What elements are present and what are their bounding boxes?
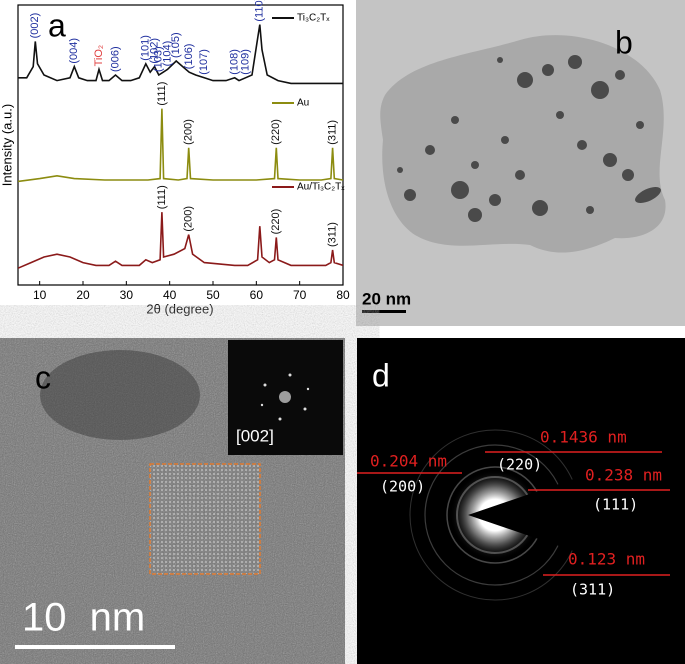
spectrum-line <box>18 212 343 269</box>
nanosheet <box>380 35 666 253</box>
plane-index: (220) <box>497 456 542 474</box>
panel-label: a <box>48 7 66 43</box>
y-axis-label: Intensity (a.u.) <box>0 104 14 186</box>
legend-label: Au <box>297 98 309 109</box>
inset-label: [002] <box>236 426 274 445</box>
scale-bar-label: 10 nm <box>22 596 145 640</box>
peak-label: (006) <box>109 46 121 72</box>
d-spacing: 0.238 nm <box>585 466 662 485</box>
spectrum-line <box>18 108 343 183</box>
dark-region <box>40 350 200 440</box>
peak-label: (103) <box>153 46 165 72</box>
peak-label: (111) <box>156 185 168 209</box>
peak-label: (107) <box>198 49 210 75</box>
peak-label: (104) <box>161 41 173 67</box>
plot-frame <box>17 4 344 286</box>
peak-label: (200) <box>183 119 195 145</box>
peak-label: (106) <box>183 44 195 70</box>
x-tick-label: 80 <box>336 288 350 302</box>
peak-label: TiO₂ <box>93 45 105 67</box>
peak-label: (110) <box>254 0 266 22</box>
x-axis-label: 2θ (degree) <box>146 301 213 316</box>
fft-spots <box>260 373 310 421</box>
peak-label: (004) <box>68 38 80 64</box>
plot-area <box>18 24 343 269</box>
peak-label: (101) <box>140 35 152 61</box>
au-nanoparticles <box>397 55 661 222</box>
saed-panel: d 0.1436 nm (220) 0.204 nm (200) 0.238 n… <box>357 338 685 664</box>
d-spacing: 0.1436 nm <box>540 428 627 447</box>
peak-label: (220) <box>270 119 282 145</box>
spectrum-line <box>18 24 343 85</box>
x-tick-label: 60 <box>250 288 264 302</box>
d-spacing-labels: 0.1436 nm (220) 0.204 nm (200) 0.238 nm … <box>357 428 670 599</box>
scale-bar <box>362 310 406 313</box>
plane-index: (111) <box>593 496 638 514</box>
x-tick-label: 20 <box>76 288 90 302</box>
selection-box <box>149 463 261 575</box>
hrtem-panel: [002] c 10 nm <box>0 338 345 664</box>
peak-label: (109) <box>239 49 251 75</box>
x-tick-label: 50 <box>206 288 220 302</box>
peak-label: (111) <box>156 82 168 106</box>
plane-index: (311) <box>570 581 615 599</box>
beam-stop <box>468 470 600 560</box>
x-tick-label: 30 <box>120 288 134 302</box>
peak-label: (311) <box>327 222 339 247</box>
peak-label: (220) <box>270 209 282 235</box>
peak-label: (105) <box>170 32 182 58</box>
x-tick-label: 10 <box>33 288 47 302</box>
x-tick-label: 70 <box>293 288 307 302</box>
d-spacing: 0.204 nm <box>370 452 447 471</box>
peak-label: (311) <box>327 120 339 145</box>
panel-label: d <box>372 357 390 393</box>
xrd-panel: a 2θ (degree) Intensity (a.u.) 10 20 30 40 5… <box>0 0 350 316</box>
peak-label: (200) <box>183 206 195 232</box>
legend-label: Au/Ti₃C₂Tₓ <box>297 182 345 193</box>
plane-index: (200) <box>380 478 425 496</box>
panel-label: c <box>35 359 51 395</box>
peak-label: (108) <box>229 49 241 75</box>
lattice-region <box>150 464 260 574</box>
x-tick-label: 40 <box>163 288 177 302</box>
peak-label: (002) <box>29 13 41 39</box>
peak-label: (102) <box>148 38 160 64</box>
d-spacing: 0.123 nm <box>568 550 645 569</box>
legend-label: Ti₃C₂Tₓ <box>297 13 330 24</box>
scale-bar <box>15 645 175 649</box>
tem-panel: 20 nm b <box>356 0 685 326</box>
scale-bar-label: 20 nm <box>362 289 411 308</box>
panel-label: b <box>615 24 633 60</box>
